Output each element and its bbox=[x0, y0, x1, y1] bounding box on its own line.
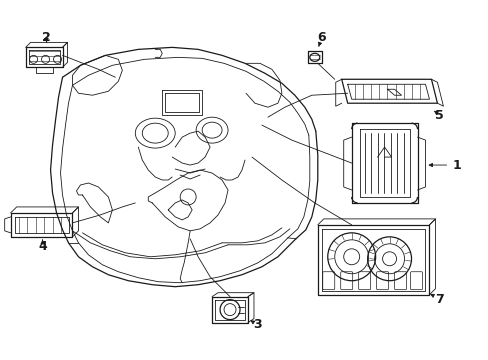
Text: 6: 6 bbox=[317, 31, 325, 44]
Text: 2: 2 bbox=[42, 31, 51, 44]
Text: 4: 4 bbox=[38, 240, 47, 253]
Text: 1: 1 bbox=[452, 158, 461, 172]
Text: 3: 3 bbox=[253, 318, 262, 331]
Text: 7: 7 bbox=[434, 293, 443, 306]
Text: 5: 5 bbox=[434, 109, 443, 122]
